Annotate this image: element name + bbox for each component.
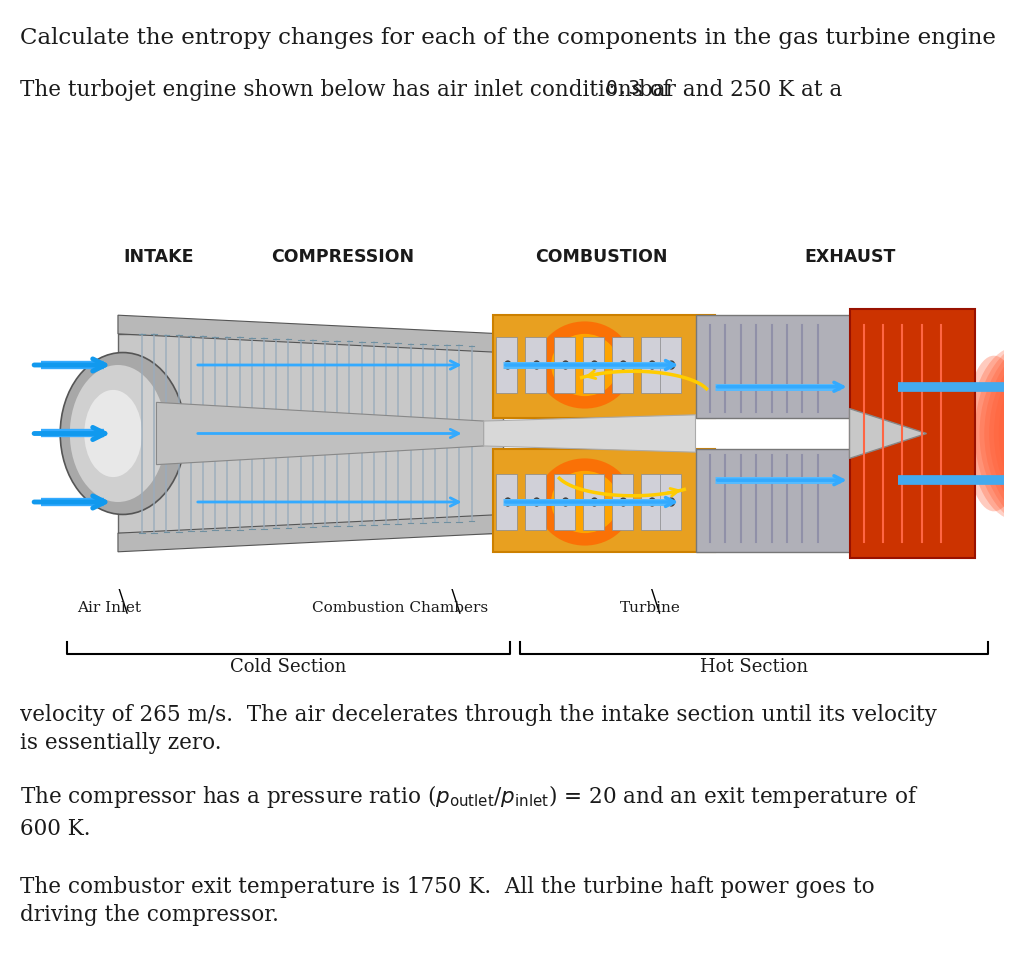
Bar [641,337,662,393]
Polygon shape [695,315,859,418]
Bar [525,337,547,393]
Ellipse shape [504,497,512,507]
Ellipse shape [537,459,633,546]
Ellipse shape [532,497,541,507]
Polygon shape [157,402,483,465]
Ellipse shape [668,360,675,370]
Polygon shape [118,502,888,552]
Text: Cold Section: Cold Section [230,658,346,676]
Text: 600 K.: 600 K. [20,818,91,840]
Ellipse shape [591,360,598,370]
Ellipse shape [979,328,1024,539]
Text: The compressor has a pressure ratio ($p_{\mathsf{outlet}}$/$p_{\mathsf{inlet}}$): The compressor has a pressure ratio ($p_… [20,783,919,810]
Bar [611,337,633,393]
Bar [583,337,604,393]
Ellipse shape [620,497,627,507]
Bar [554,337,575,393]
Bar [525,474,547,530]
Ellipse shape [84,390,142,477]
Polygon shape [118,315,888,365]
Polygon shape [494,449,715,552]
Bar [118,334,503,533]
Text: COMBUSTION: COMBUSTION [535,248,668,266]
Ellipse shape [591,497,598,507]
Ellipse shape [551,471,618,533]
Text: Calculate the entropy changes for each of the components in the gas turbine engi: Calculate the entropy changes for each o… [20,27,996,49]
Ellipse shape [620,360,627,370]
Bar [554,474,575,530]
Ellipse shape [504,360,512,370]
Text: Turbine: Turbine [620,601,680,615]
Ellipse shape [562,360,569,370]
Bar [659,474,681,530]
Ellipse shape [998,290,1024,577]
Bar [611,474,633,530]
Ellipse shape [648,497,656,507]
Bar [583,474,604,530]
Ellipse shape [648,360,656,370]
Polygon shape [483,415,695,452]
Ellipse shape [551,334,618,397]
Text: Air Inlet: Air Inlet [77,601,141,615]
Ellipse shape [975,337,1024,530]
Polygon shape [850,409,927,459]
Text: 0.3: 0.3 [606,79,641,98]
Bar [497,474,517,530]
Text: bar and 250 K at a: bar and 250 K at a [632,79,842,101]
Text: COMPRESSION: COMPRESSION [271,248,415,266]
Text: velocity of 265 m/s.  The air decelerates through the intake section until its v: velocity of 265 m/s. The air decelerates… [20,704,937,754]
Ellipse shape [60,353,185,514]
Bar [659,337,681,393]
Text: Hot Section: Hot Section [700,658,808,676]
Text: Combustion Chambers: Combustion Chambers [312,601,488,615]
Ellipse shape [984,318,1024,549]
Ellipse shape [965,355,1023,512]
Ellipse shape [532,360,541,370]
Ellipse shape [537,322,633,409]
Ellipse shape [989,309,1024,558]
Bar [497,337,517,393]
Ellipse shape [994,300,1024,567]
Ellipse shape [562,497,569,507]
Ellipse shape [70,365,166,502]
Text: The combustor exit temperature is 1750 K.  All the turbine haft power goes to
dr: The combustor exit temperature is 1750 K… [20,876,876,925]
Text: The turbojet engine shown below has air inlet conditions of: The turbojet engine shown below has air … [20,79,678,101]
Polygon shape [494,315,715,418]
Text: INTAKE: INTAKE [124,248,194,266]
Polygon shape [695,449,859,552]
Ellipse shape [970,347,1024,521]
Bar [641,474,662,530]
Bar [850,309,975,558]
Text: EXHAUST: EXHAUST [804,248,896,266]
Ellipse shape [668,497,675,507]
